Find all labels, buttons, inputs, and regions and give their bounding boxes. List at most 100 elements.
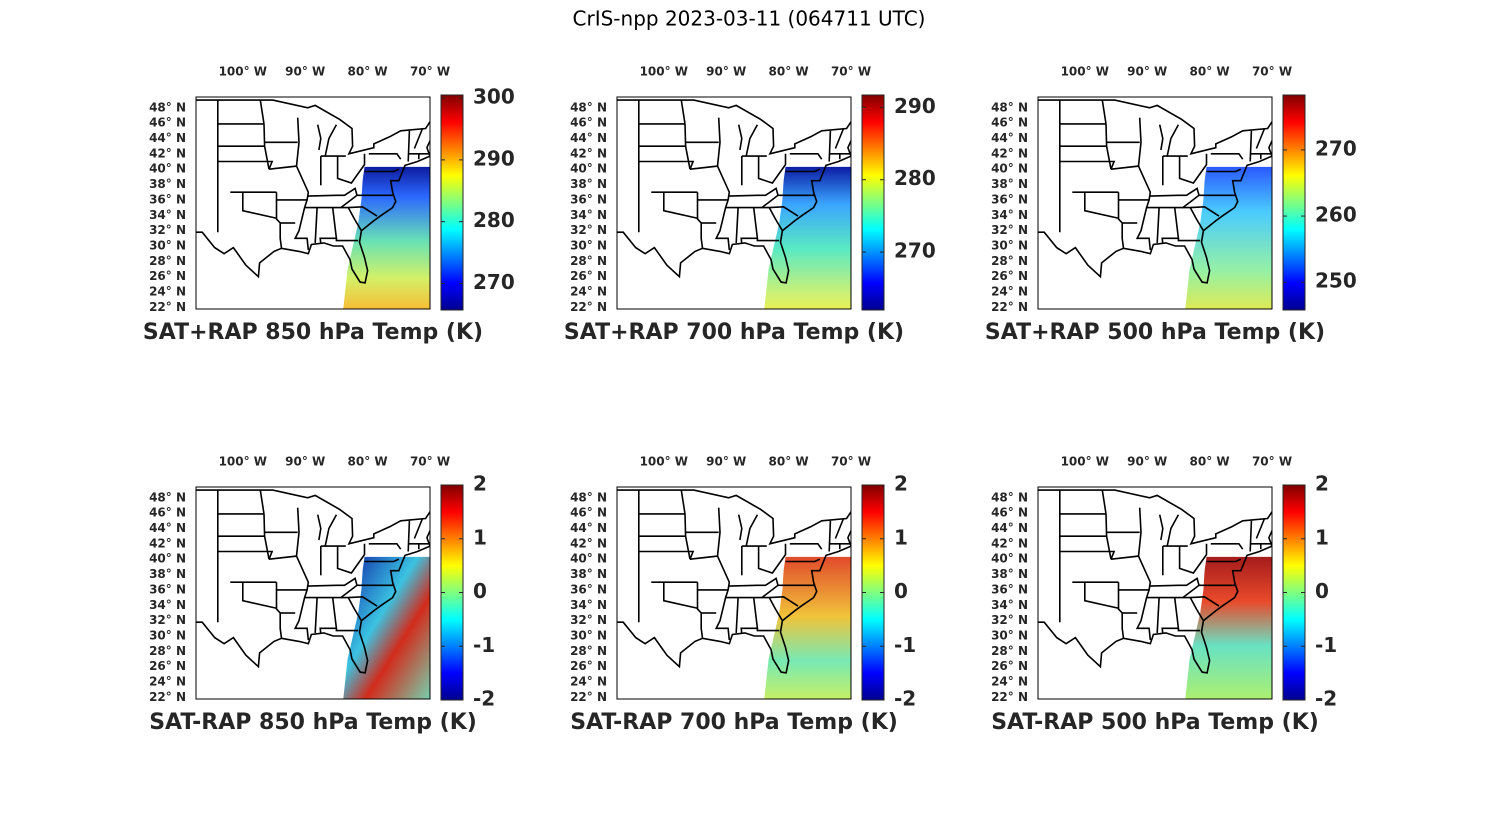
state-border	[368, 153, 402, 160]
state-border	[407, 130, 411, 162]
lat-tick-label: 44° N	[991, 131, 1028, 145]
lat-tick-label: 40° N	[149, 162, 186, 176]
state-border	[714, 597, 731, 640]
state-border	[307, 577, 358, 587]
state-border	[268, 507, 300, 560]
lon-tick-label: 100° W	[219, 65, 267, 79]
colorbar-tick-label: 270	[1315, 136, 1357, 160]
lat-tick-label: 44° N	[991, 521, 1028, 535]
state-border	[745, 124, 759, 157]
map-panel: 100° W 90° W 80° W 70° W 22° N24° N 26° N28° …	[149, 455, 495, 736]
lon-tick-label: 80° W	[1190, 455, 1230, 469]
state-border	[1149, 187, 1200, 197]
lat-tick-label: 30° N	[149, 239, 186, 253]
state-border	[737, 514, 743, 541]
lat-tick-label: 26° N	[149, 659, 186, 673]
data-swath	[1185, 166, 1272, 309]
state-border	[1210, 542, 1244, 550]
state-border	[314, 597, 318, 633]
state-border	[761, 595, 799, 607]
state-border	[324, 514, 338, 547]
colorbar-tick-label: -2	[894, 687, 916, 711]
colorbar-tick-label: -2	[473, 687, 495, 711]
map-content	[1038, 489, 1272, 699]
lat-tick-label: 24° N	[149, 285, 186, 299]
lat-tick-label: 24° N	[149, 675, 186, 689]
lat-tick-label: 32° N	[570, 613, 607, 627]
map-panel: 100° W 90° W 80° W 70° W 22° N24° N 26° N28° …	[143, 65, 515, 346]
map-frame	[616, 96, 852, 310]
lat-tick-label: 30° N	[570, 629, 607, 643]
state-border	[242, 582, 278, 610]
lat-tick-label: 36° N	[570, 192, 607, 206]
lat-tick-label: 38° N	[570, 177, 607, 191]
state-border	[336, 153, 366, 184]
state-border	[1137, 165, 1152, 208]
lon-tick-label: 90° W	[285, 65, 325, 79]
state-border	[268, 117, 300, 170]
state-border	[714, 207, 731, 250]
state-border	[828, 520, 832, 552]
state-border	[680, 489, 686, 515]
lat-tick-label: 34° N	[149, 598, 186, 612]
state-border	[1135, 207, 1152, 250]
colorbar-tick-label: 270	[894, 239, 936, 263]
colorbar-tick-label: 1	[894, 525, 908, 549]
colorbar-tick-label: 2	[894, 472, 908, 496]
map-panel: 100° W 90° W 80° W 70° W 22° N24° N 26° N28° …	[991, 455, 1337, 736]
lat-tick-label: 42° N	[149, 536, 186, 550]
lat-tick-label: 36° N	[149, 192, 186, 206]
map-panel: 100° W 90° W 80° W 70° W 22° N24° N 26° N28° …	[570, 455, 916, 736]
state-border	[217, 550, 274, 560]
lat-tick-label: 22° N	[570, 690, 607, 704]
colorbar-tick-label: 0	[1315, 579, 1329, 603]
state-border	[716, 165, 731, 208]
map-frame	[616, 486, 852, 700]
state-border	[768, 597, 784, 622]
lat-tick-label: 28° N	[991, 254, 1028, 268]
state-border	[1178, 543, 1208, 574]
lat-tick-label: 26° N	[570, 659, 607, 673]
panel-caption: SAT-RAP 850 hPa Temp (K)	[149, 710, 477, 735]
lat-tick-label: 28° N	[149, 254, 186, 268]
state-border	[1084, 582, 1120, 610]
state-border	[689, 117, 721, 170]
panel-caption: SAT-RAP 500 hPa Temp (K)	[991, 710, 1319, 735]
state-border	[834, 128, 845, 149]
data-swath	[764, 556, 851, 699]
lat-tick-label: 32° N	[149, 223, 186, 237]
lat-tick-label: 34° N	[570, 208, 607, 222]
state-border	[307, 187, 358, 197]
state-border	[1156, 597, 1160, 633]
state-border	[319, 207, 338, 244]
state-border	[413, 518, 424, 539]
panel-caption: SAT+RAP 500 hPa Temp (K)	[985, 320, 1325, 345]
colorbar-tick-label: 280	[894, 166, 936, 190]
colorbar-tick-label: 0	[473, 579, 487, 603]
state-border	[1135, 597, 1152, 640]
state-border	[725, 584, 815, 599]
lon-tick-label: 80° W	[348, 65, 388, 79]
lat-tick-label: 34° N	[570, 598, 607, 612]
state-border	[336, 543, 366, 574]
state-border	[662, 582, 699, 610]
state-border	[347, 207, 363, 232]
lat-tick-label: 24° N	[991, 675, 1028, 689]
lat-tick-label: 38° N	[991, 177, 1028, 191]
lon-tick-label: 80° W	[769, 455, 809, 469]
lon-tick-label: 70° W	[1252, 455, 1292, 469]
lon-tick-label: 90° W	[706, 455, 746, 469]
state-border	[761, 205, 799, 217]
state-border	[319, 597, 338, 634]
lat-tick-label: 24° N	[570, 285, 607, 299]
lat-tick-label: 36° N	[149, 582, 186, 596]
coastline	[617, 489, 851, 674]
lat-tick-label: 44° N	[149, 521, 186, 535]
lat-tick-label: 22° N	[991, 690, 1028, 704]
state-border	[756, 628, 780, 632]
lat-tick-label: 30° N	[991, 239, 1028, 253]
state-border	[684, 513, 691, 560]
lat-tick-label: 22° N	[991, 300, 1028, 314]
state-border	[335, 628, 359, 632]
state-border	[1255, 518, 1266, 539]
